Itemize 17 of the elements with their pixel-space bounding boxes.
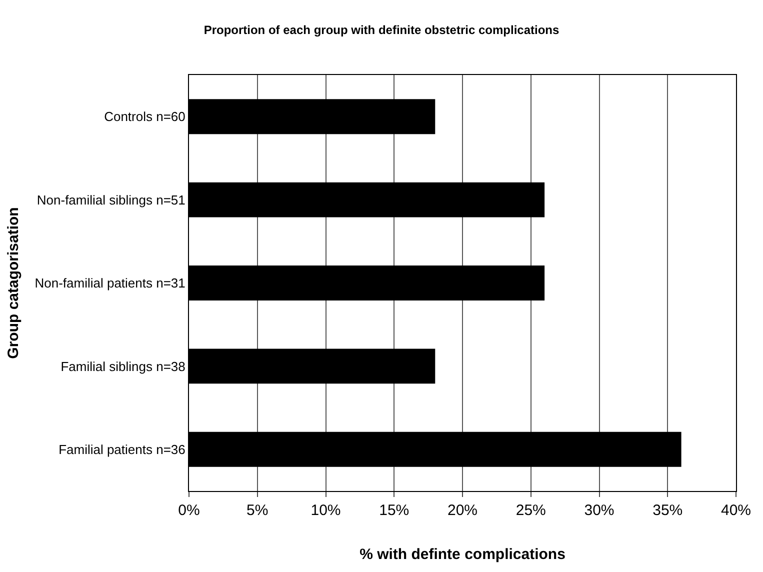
y-axis-title: Group catagorisation xyxy=(4,207,22,359)
x-axis-title: % with definte complications xyxy=(360,546,566,563)
y-tick-label: Familial patients n=36 xyxy=(58,442,186,457)
y-tick-label: Non-familial patients n=31 xyxy=(34,276,186,291)
x-tick-label: 15% xyxy=(379,502,410,519)
x-tick-label: 25% xyxy=(516,502,546,519)
x-tick-label: 10% xyxy=(310,502,341,519)
x-tick-label: 20% xyxy=(447,502,478,519)
x-tick-label: 5% xyxy=(246,502,268,519)
y-tick-label: Non-familial siblings n=51 xyxy=(36,192,186,208)
x-tick-label: 35% xyxy=(652,502,683,519)
y-tick-label: Familial siblings n=38 xyxy=(60,358,186,374)
y-tick-label: Controls n=60 xyxy=(104,109,186,124)
x-tick-label: 0% xyxy=(178,502,200,519)
chart-title: Proportion of each group with definite obstetric complications xyxy=(204,23,560,38)
x-tick-label: 30% xyxy=(584,502,614,519)
x-tick-label: 40% xyxy=(720,502,752,519)
